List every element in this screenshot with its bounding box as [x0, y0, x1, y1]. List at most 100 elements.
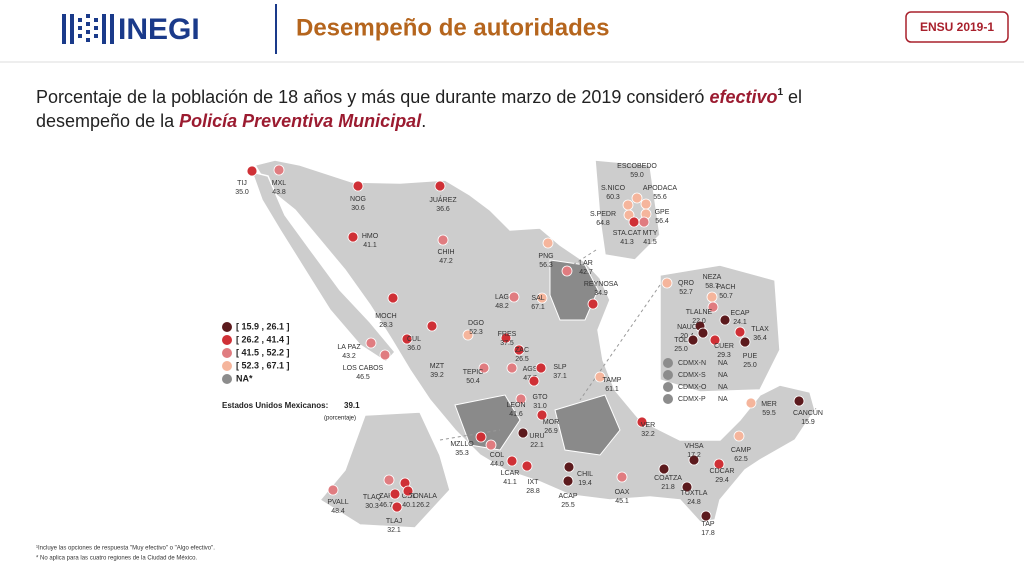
legend-label: [ 26.2 , 41.4 ] [236, 334, 290, 344]
city-value: 52.7 [679, 289, 693, 296]
city-value: NA [718, 372, 728, 379]
city-name: CDMX-P [678, 396, 706, 403]
city-value: 56.4 [655, 218, 669, 225]
legend-label: NA* [236, 373, 253, 383]
subtitle: desempeño de la Policía Preventiva Munic… [36, 111, 426, 131]
subtitle-part: el [783, 87, 802, 107]
cities: TIJ 35.0 MXL 43.8 NOG 30.6 JUÁREZ 36.6 HMO 41.1 CH… [235, 163, 823, 537]
city-name: SLP [553, 364, 567, 371]
city-value: 24.8 [687, 499, 701, 506]
city-value: 26.5 [515, 356, 529, 363]
city-value: 25.0 [743, 362, 757, 369]
legend-swatch [222, 335, 232, 345]
subtitle-part: Porcentaje de la población de 18 años y … [36, 87, 709, 107]
city-name: COL [490, 452, 505, 459]
city-dot [687, 334, 699, 346]
city-value: 28.3 [379, 322, 393, 329]
city-value: 35.3 [455, 450, 469, 457]
city-dot [631, 192, 643, 204]
city-value: 24.1 [733, 319, 747, 326]
city-dot [661, 277, 673, 289]
city-value: 48.4 [331, 508, 345, 515]
city-value: 32.1 [387, 527, 401, 534]
baja-california [250, 170, 396, 363]
city-value: 58.7 [705, 283, 719, 290]
badge: ENSU 2019-1 [920, 20, 994, 34]
city-value: 37.1 [553, 373, 567, 380]
city-dot [563, 461, 575, 473]
city-value: 37.5 [500, 340, 514, 347]
city-value: 34.9 [594, 290, 608, 297]
city-value: 62.5 [734, 456, 748, 463]
legend-label: [ 15.9 , 26.1 ] [236, 321, 290, 331]
city-value: 41.1 [363, 242, 377, 249]
city-dot [517, 427, 529, 439]
city-dot [697, 327, 709, 339]
city-dot [663, 358, 673, 368]
city-dot [513, 344, 525, 356]
city-dot [387, 292, 399, 304]
city-value: 35.0 [235, 189, 249, 196]
city-value: 30.6 [351, 205, 365, 212]
city-name: COATZA [654, 475, 682, 482]
city-dot [401, 333, 413, 345]
city-name: IXT [528, 479, 540, 486]
city-dot [426, 320, 438, 332]
city-dot [521, 460, 533, 472]
city-value: 47.2 [439, 258, 453, 265]
city-dot [700, 510, 712, 522]
city-value: 36.6 [436, 206, 450, 213]
city-dot [707, 301, 719, 313]
city-name: ACAP [558, 493, 577, 500]
city-name: CHIH [437, 249, 454, 256]
city-dot [739, 336, 751, 348]
city-value: 19.4 [578, 480, 592, 487]
city-name: TOL [674, 337, 688, 344]
city-name: QRO [678, 280, 695, 287]
subtitle-part: . [421, 111, 426, 131]
legend-swatch [222, 361, 232, 371]
city-name: ESCOBEDO [617, 163, 657, 170]
city-dot [485, 439, 497, 451]
city-value: 64.8 [596, 220, 610, 227]
city-value: 30.3 [365, 503, 379, 510]
city-name: TLAQ [363, 494, 382, 501]
subtitle-part: efectivo [709, 87, 777, 107]
city-value: 29.3 [717, 352, 731, 359]
city-dot [562, 475, 574, 487]
city-dot [506, 455, 518, 467]
national-value: 39.1 [344, 401, 360, 410]
city-dot [706, 291, 718, 303]
city-dot [734, 326, 746, 338]
city-dot [636, 416, 648, 428]
city-name: S.PEDR [590, 211, 616, 218]
national-label: Estados Unidos Mexicanos: [222, 401, 328, 410]
leader [579, 284, 661, 401]
city-dot [508, 291, 520, 303]
city-dot [663, 370, 673, 380]
city-dot [528, 375, 540, 387]
city-dot [745, 397, 757, 409]
city-dot [719, 314, 731, 326]
city-value: NA [718, 360, 728, 367]
subtitle: Porcentaje de la población de 18 años y … [36, 87, 802, 107]
leader [439, 429, 501, 441]
city-name: GPE [655, 209, 670, 216]
city-name: LAR [579, 260, 593, 267]
city-dot [246, 165, 258, 177]
city-value: 28.8 [526, 488, 540, 495]
city-value: 26.2 [416, 502, 430, 509]
city-dot [709, 334, 721, 346]
city-name: SAL [531, 295, 544, 302]
city-name: LA PAZ [337, 344, 361, 351]
city-dot [478, 362, 490, 374]
city-dot [500, 332, 512, 344]
city-value: 26.9 [544, 428, 558, 435]
city-value: 25.0 [674, 346, 688, 353]
city-dot [535, 362, 547, 374]
city-name: TEPIC [463, 369, 484, 376]
city-dot [506, 362, 518, 374]
city-value: 21.8 [661, 484, 675, 491]
city-value: 41.3 [620, 239, 634, 246]
city-value: 41.5 [643, 239, 657, 246]
